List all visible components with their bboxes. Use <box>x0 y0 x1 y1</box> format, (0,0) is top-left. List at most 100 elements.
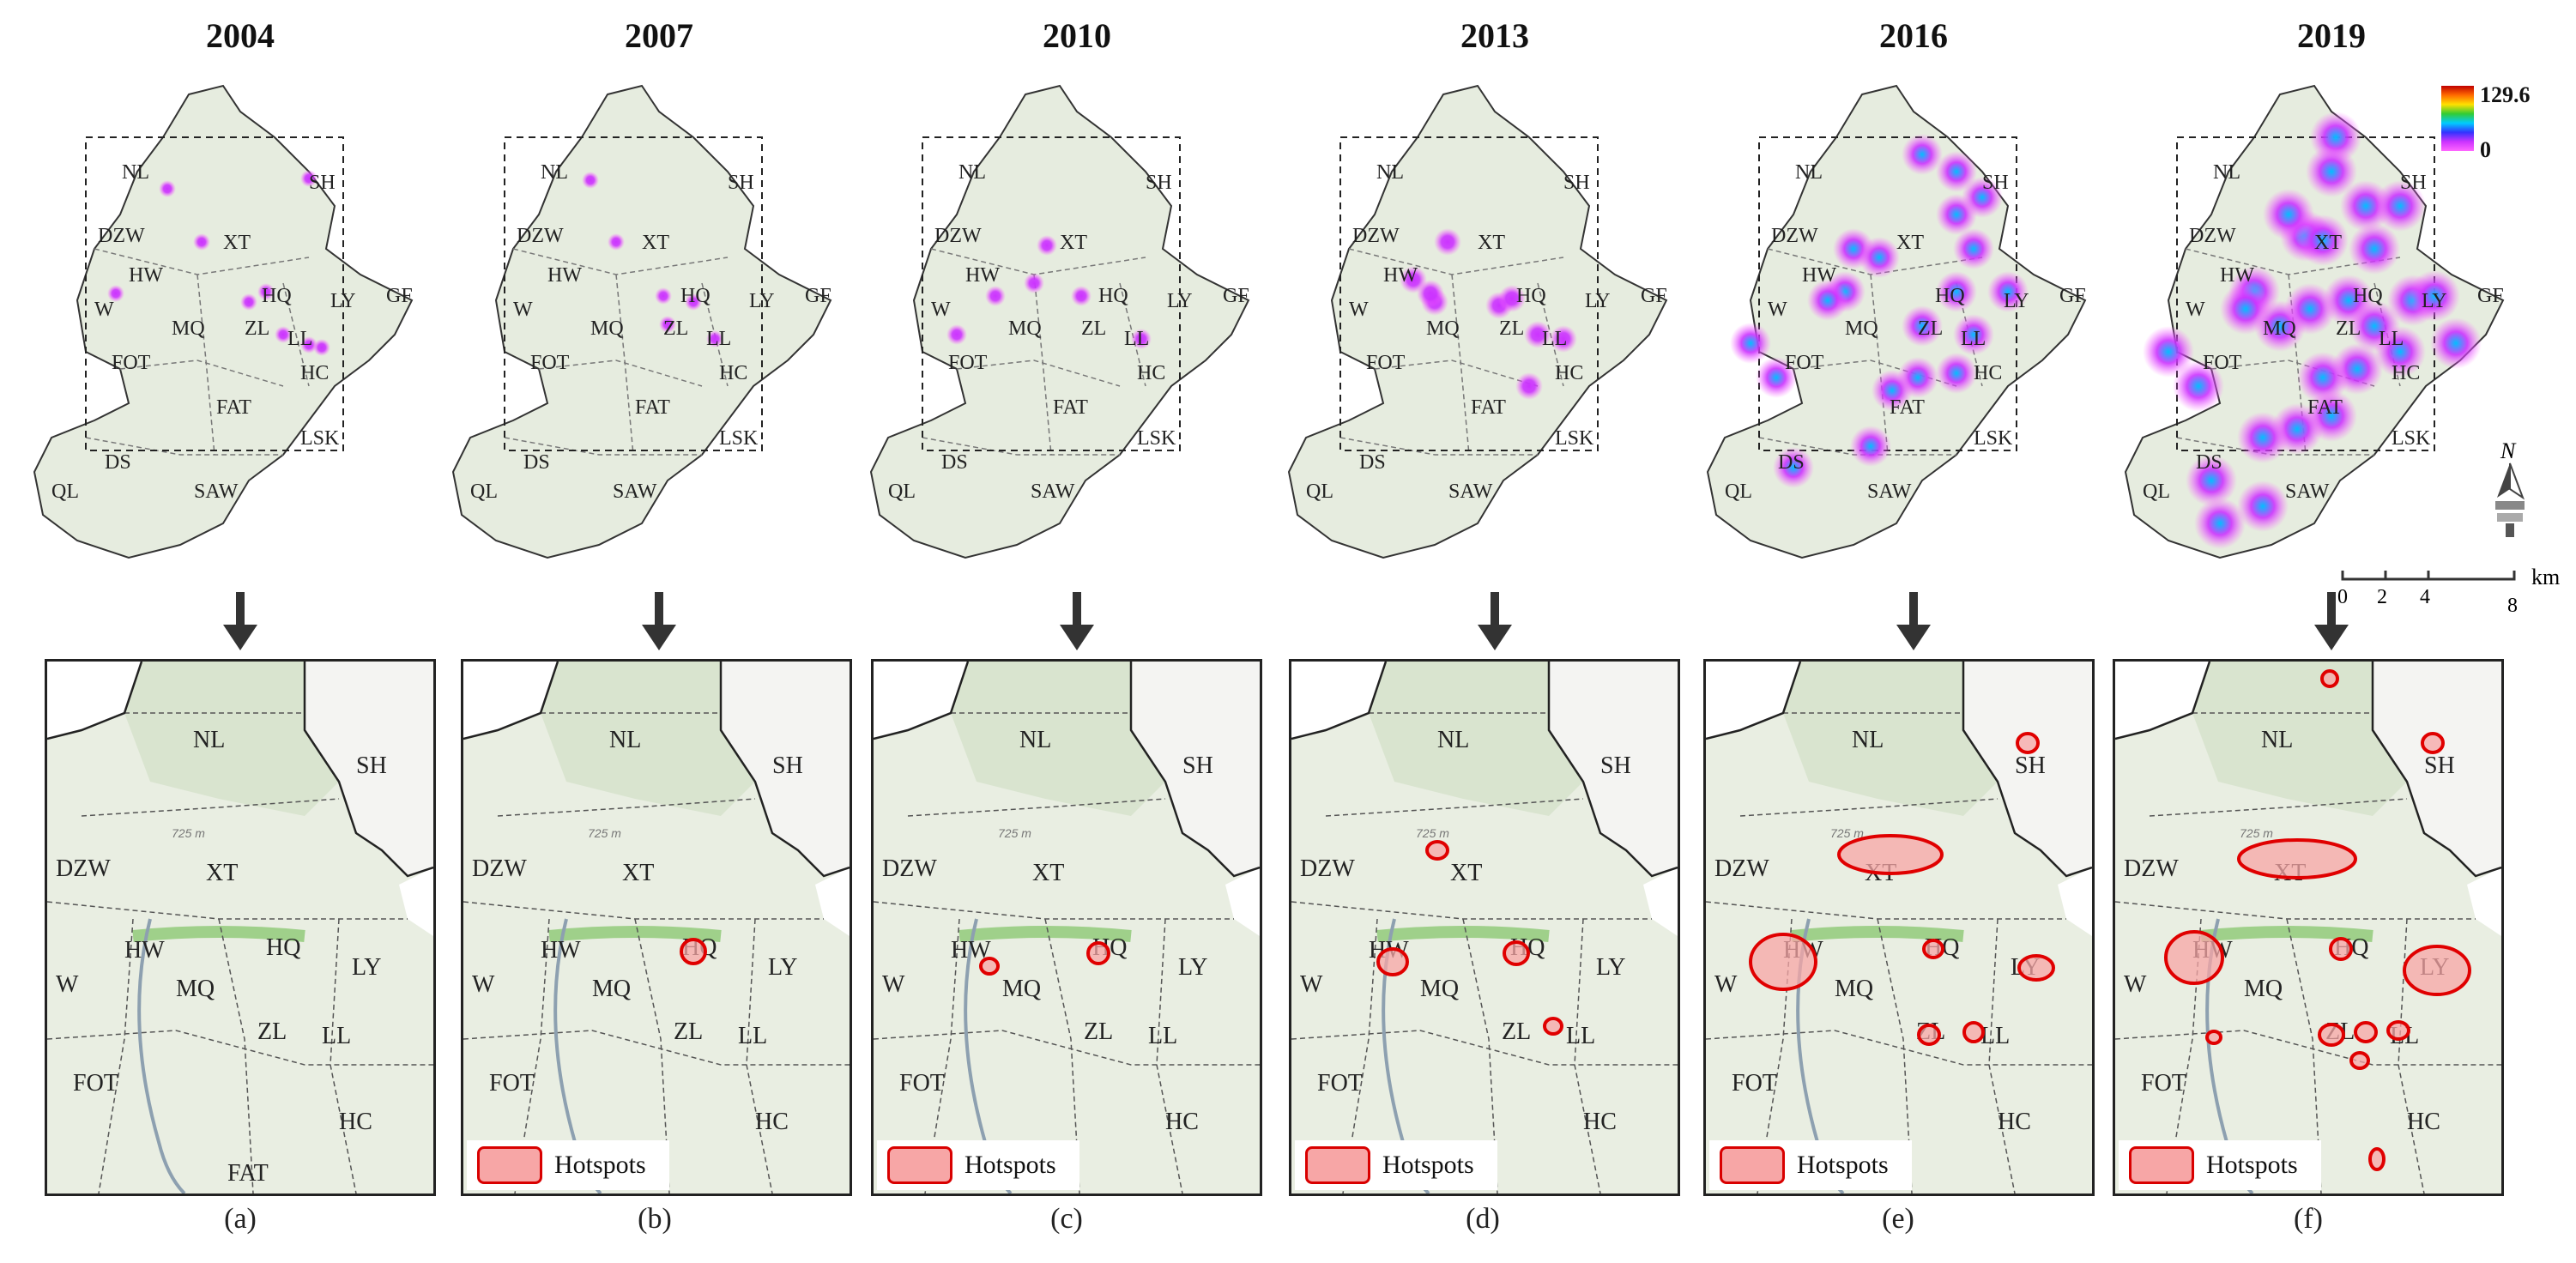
county-boundary <box>2115 662 2211 740</box>
overview-label-gf: GF <box>386 285 413 307</box>
detail-label-fot: FOT <box>2141 1070 2186 1097</box>
detail-label-hc: HC <box>1165 1109 1199 1135</box>
district-boundary <box>1706 1030 2092 1066</box>
detail-label-sh: SH <box>2015 752 2046 779</box>
caption-d: (d) <box>1466 1203 1500 1235</box>
hotspots-legend-label: Hotspots <box>554 1151 646 1179</box>
overview-label-dzw: DZW <box>517 225 564 247</box>
study-area-box <box>1339 136 1599 451</box>
kde-hotspot-blob <box>2306 146 2357 197</box>
kde-hotspot-blob <box>608 233 625 251</box>
river-valley <box>1376 926 1550 942</box>
detail-label-fot: FOT <box>73 1070 118 1097</box>
kde-hotspot-blob <box>1859 237 1900 278</box>
kde-hotspot-blob <box>1417 280 1444 307</box>
district-boundary <box>504 437 702 456</box>
hotspot-polygon <box>2354 1021 2378 1043</box>
detail-label-zl: ZL <box>1502 1018 1531 1045</box>
detail-label-nl: NL <box>1437 727 1469 753</box>
kde-hotspot-blob <box>685 293 702 311</box>
county-boundary <box>874 662 970 740</box>
kde-hotspot-blob <box>1807 280 1848 321</box>
district-boundary <box>85 437 283 456</box>
overview-label-w: W <box>1349 299 1369 321</box>
kde-hotspot-blob <box>2297 352 2349 403</box>
overview-label-w: W <box>1768 299 1787 321</box>
county-boundary <box>2371 662 2501 878</box>
detail-label-sh: SH <box>2424 752 2455 779</box>
kde-hotspot-blob <box>1872 370 1913 411</box>
overview-label-saw: SAW <box>613 480 657 503</box>
kde-hotspot-blob <box>2349 223 2400 275</box>
detail-label-ll: LL <box>738 1023 767 1049</box>
overview-label-zl: ZL <box>1918 317 1943 340</box>
district-outline <box>1287 84 1668 559</box>
district-boundary <box>1739 798 1999 817</box>
caption-f: (f) <box>2294 1203 2323 1235</box>
year-title-2016: 2016 <box>1879 16 1948 55</box>
kde-hotspot-blob <box>300 170 317 187</box>
overview-label-nl: NL <box>122 161 149 184</box>
overview-svg: NL SH DZW XT HW HQ LY GF W MQ ZL LL FOT HC FAT LSK DS QL S… <box>451 84 832 559</box>
kde-hotspot-blob <box>1434 228 1461 256</box>
district-boundary <box>1339 437 1538 456</box>
outside-area <box>2467 867 2501 936</box>
kde-hotspot-blob <box>2430 317 2482 369</box>
overview-label-hc: HC <box>300 362 329 384</box>
overview-label-saw: SAW <box>1031 480 1075 503</box>
overview-label-hq: HQ <box>1098 285 1128 307</box>
north-arrow-icon: N <box>2495 438 2525 537</box>
county-boundary <box>1962 662 2092 878</box>
detail-label-nl: NL <box>1852 727 1884 753</box>
hotspots-legend-label: Hotspots <box>1382 1151 1474 1179</box>
caption-b: (b) <box>638 1203 672 1235</box>
district-boundary <box>1374 360 1539 387</box>
overview-map-2016: NL SH DZW XT HW HQ LY GF W MQ ZL LL FOT HC FAT LSK DS QL S… <box>1699 77 2094 583</box>
district-boundary <box>497 798 756 817</box>
kde-hotspot-blob <box>1071 286 1091 306</box>
scale-bar: 0 2 4 8 km <box>2337 565 2560 613</box>
detail-label-hw: HW <box>541 937 581 964</box>
kde-hotspot-blob <box>2409 270 2460 322</box>
overview-label-fat: FAT <box>2307 396 2343 419</box>
outside-area <box>2115 662 2210 739</box>
kde-hotspot-blob <box>257 283 275 300</box>
hotspot-polygon <box>1837 834 1944 875</box>
overview-label-sh: SH <box>1146 172 1172 194</box>
outside-area <box>463 662 558 739</box>
overview-label-hq: HQ <box>1935 285 1965 307</box>
overview-label-fat: FAT <box>635 396 670 419</box>
county-boundary <box>1291 662 1388 740</box>
district-boundary <box>922 437 1120 456</box>
overview-label-hq: HQ <box>2353 285 2383 307</box>
hotspot-polygon <box>2403 945 2471 996</box>
hotspot-polygon <box>2320 669 2339 688</box>
overview-label-hc: HC <box>1137 362 1165 384</box>
overview-label-ds: DS <box>2196 451 2222 474</box>
overview-label-zl: ZL <box>663 317 688 340</box>
overview-label-ql: QL <box>1306 480 1333 503</box>
hotspot-swatch <box>477 1146 542 1184</box>
overview-label-mq: MQ <box>1845 317 1878 340</box>
overview-label-fot: FOT <box>948 352 988 374</box>
detail-label-dzw: DZW <box>882 855 937 882</box>
detail-label-hc: HC <box>1583 1109 1617 1135</box>
overview-label-xt: XT <box>642 232 669 254</box>
overview-label-hw: HW <box>2220 264 2254 287</box>
overview-label-ly: LY <box>1585 290 1611 312</box>
overview-label-saw: SAW <box>2285 480 2330 503</box>
district-boundary <box>1706 901 2066 920</box>
down-arrow-icon <box>223 592 257 652</box>
overview-label-ly: LY <box>749 290 775 312</box>
detail-label-xt: XT <box>206 860 238 886</box>
kde-hotspot-blob <box>2284 283 2336 335</box>
mountain-terrain <box>305 662 433 876</box>
district-boundary <box>282 282 310 387</box>
detail-label-fat: FAT <box>227 1160 269 1187</box>
detail-svg: 725 m NL SH DZW XT HW HQ LY W MQ ZL LL FOT HC FAT <box>47 662 433 1194</box>
